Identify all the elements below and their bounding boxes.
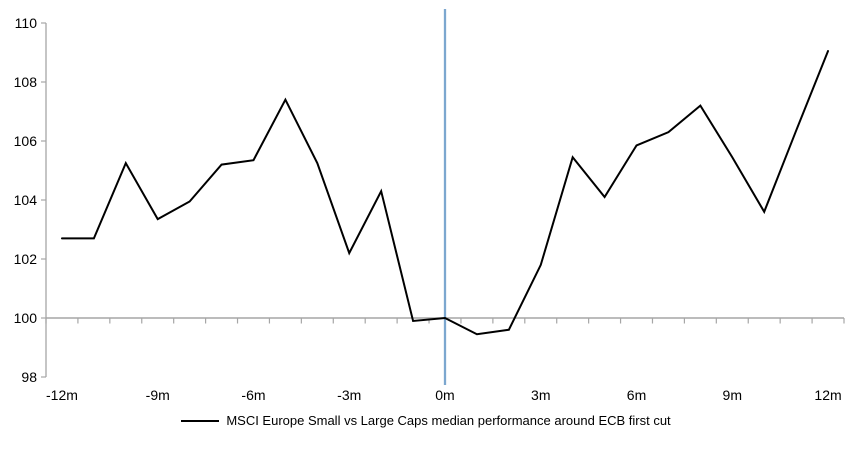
x-tick-label: -6m xyxy=(241,387,265,403)
legend: MSCI Europe Small vs Large Caps median p… xyxy=(0,412,852,430)
series-line xyxy=(60,50,830,336)
x-tick-label: 9m xyxy=(723,387,742,403)
x-tick-label: -9m xyxy=(146,387,170,403)
x-tick-label: 3m xyxy=(531,387,550,403)
legend-line-sample xyxy=(181,420,220,422)
x-tick-label: -12m xyxy=(46,387,78,403)
legend-label: MSCI Europe Small vs Large Caps median p… xyxy=(226,413,671,428)
x-tick-label: 6m xyxy=(627,387,646,403)
y-tick-label: 98 xyxy=(21,369,37,385)
y-tick-label: 104 xyxy=(14,192,38,208)
y-tick-label: 102 xyxy=(14,251,38,267)
y-tick-label: 100 xyxy=(14,310,38,326)
y-tick-label: 110 xyxy=(15,15,38,31)
x-tick-label: 0m xyxy=(435,387,454,403)
x-tick-label: 12m xyxy=(814,387,841,403)
x-tick-label: -3m xyxy=(337,387,361,403)
y-tick-label: 106 xyxy=(14,133,38,149)
y-tick-label: 108 xyxy=(14,74,38,90)
